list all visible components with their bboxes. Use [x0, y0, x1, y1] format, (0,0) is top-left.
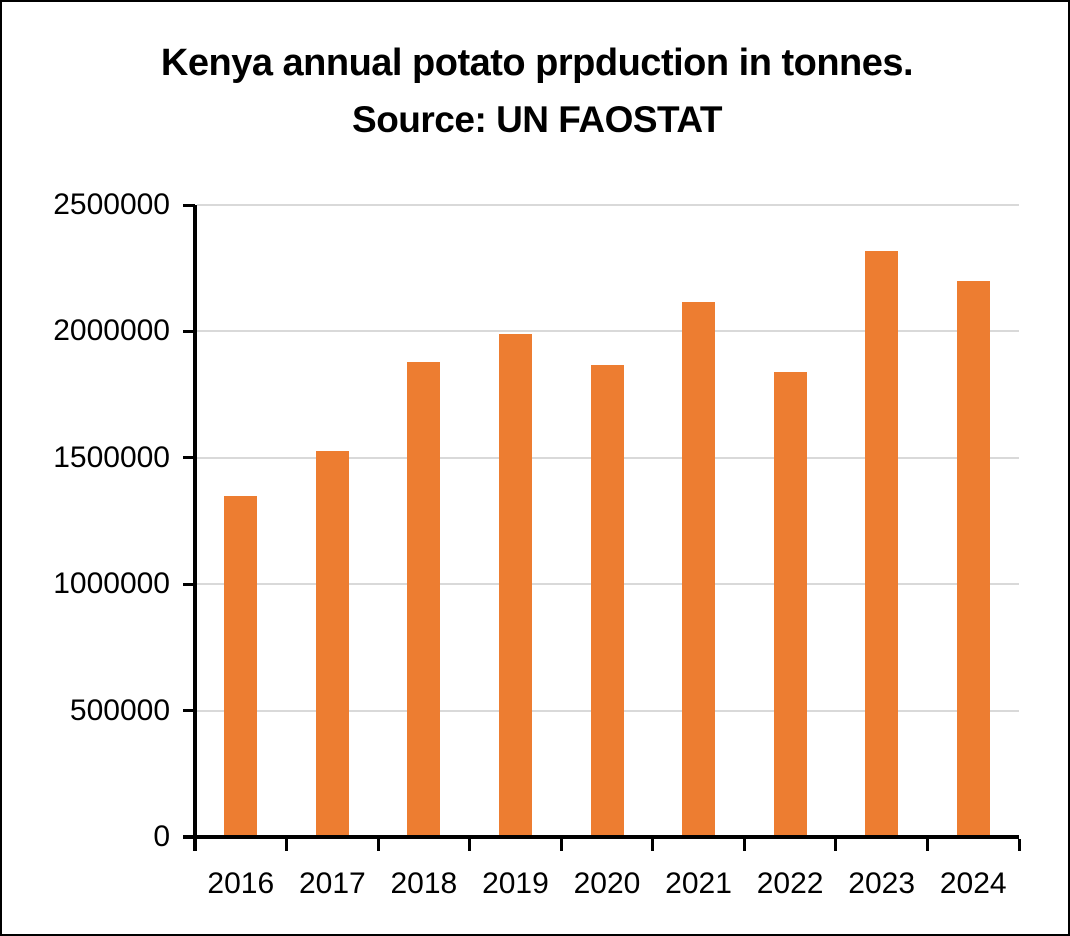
bar-2020	[590, 365, 624, 835]
x-tick-mark-5	[651, 839, 655, 851]
x-tick-mark-7	[834, 839, 838, 851]
bar-2024	[956, 281, 990, 835]
x-tick-mark-9	[1017, 839, 1021, 851]
y-tick-label-0: 0	[153, 820, 170, 853]
x-tick-mark-4	[559, 839, 563, 851]
x-tick-label-2018: 2018	[390, 867, 458, 900]
y-tick-mark-2000000	[183, 329, 195, 333]
y-tick-label-1500000: 1500000	[53, 440, 170, 474]
y-tick-mark-1000000	[183, 582, 195, 586]
y-tick-mark-500000	[183, 709, 195, 713]
x-tick-label-2021: 2021	[665, 867, 732, 900]
x-tick-mark-1	[285, 839, 289, 851]
gridline-2500000	[197, 204, 1019, 206]
x-axis-line	[183, 835, 1019, 839]
bar-2019	[498, 334, 532, 835]
x-tick-mark-2	[376, 839, 380, 851]
y-tick-label-2000000: 2000000	[53, 314, 170, 348]
y-tick-mark-2500000	[183, 203, 195, 207]
x-tick-label-2017: 2017	[298, 867, 366, 900]
x-tick-label-2024: 2024	[939, 867, 1007, 900]
x-tick-label-2019: 2019	[482, 867, 549, 900]
x-tick-mark-3	[468, 839, 472, 851]
x-tick-mark-8	[925, 839, 929, 851]
y-tick-label-1000000: 1000000	[53, 567, 170, 601]
chart-title-line2: Source: UN FAOSTAT	[352, 99, 722, 140]
x-tick-label-2020: 2020	[573, 867, 641, 900]
bar-2016	[224, 496, 258, 835]
x-tick-label-2023: 2023	[848, 867, 916, 900]
bar-2017	[315, 451, 349, 835]
chart-title-line1: Kenya annual potato prpduction in tonnes…	[160, 42, 914, 84]
bar-2022	[773, 372, 807, 835]
bar-2018	[407, 362, 441, 835]
bar-2023	[865, 251, 899, 835]
y-tick-mark-1500000	[183, 456, 195, 460]
y-tick-label-2500000: 2500000	[53, 188, 170, 221]
y-axis-line	[193, 205, 197, 851]
x-tick-label-2022: 2022	[756, 867, 824, 900]
x-tick-label-2016: 2016	[207, 867, 275, 900]
bar-2021	[682, 302, 716, 835]
x-tick-mark-6	[742, 839, 746, 851]
y-tick-label-500000: 500000	[69, 693, 170, 727]
gridline-2000000	[197, 330, 1019, 333]
